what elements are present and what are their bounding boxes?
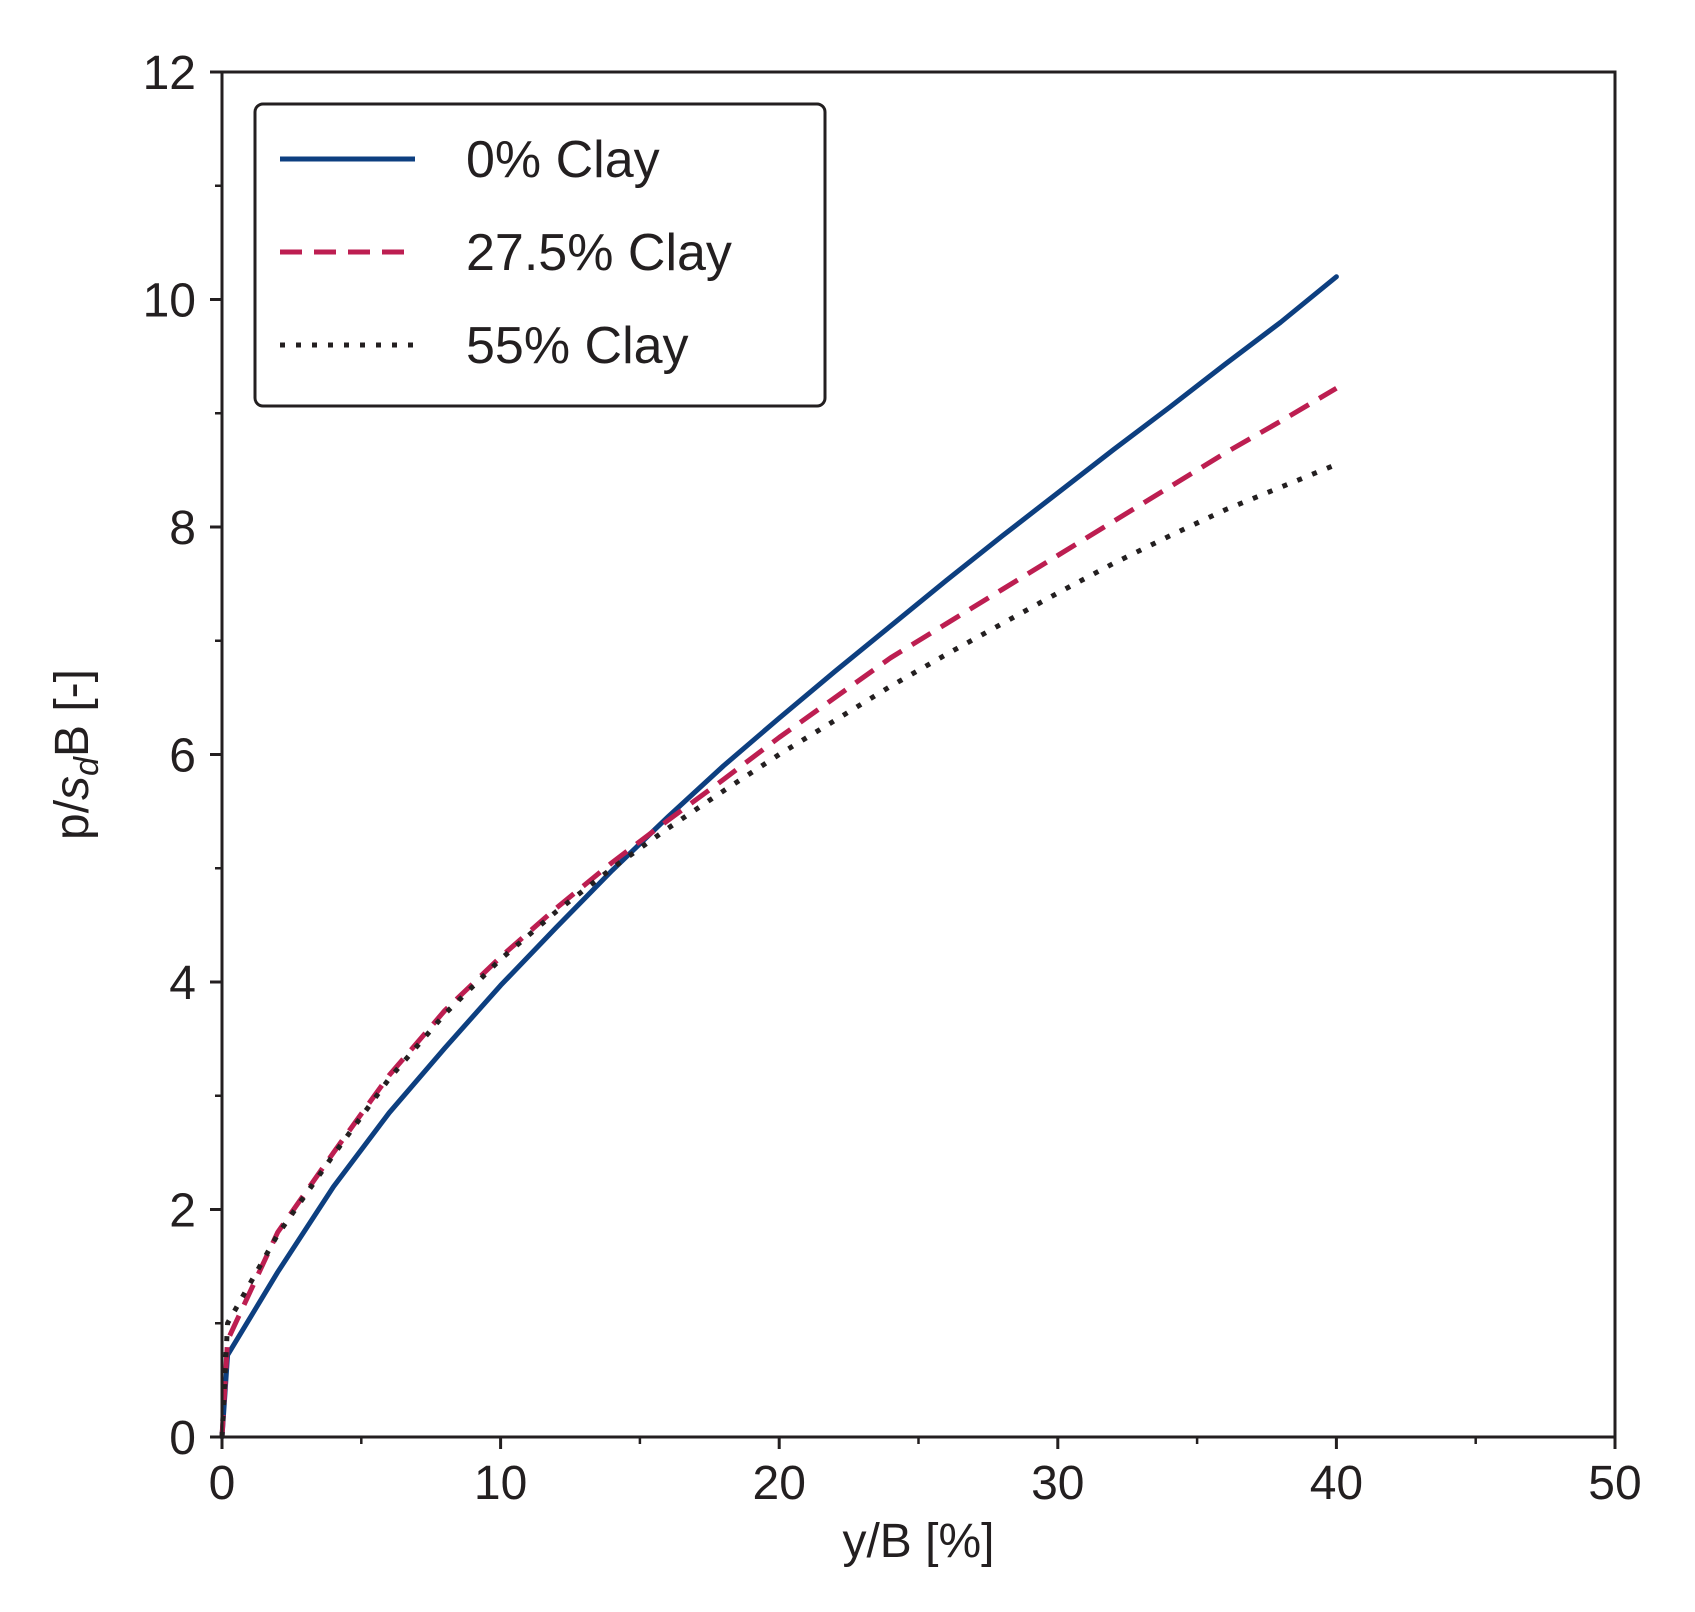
x-tick-label: 0 xyxy=(209,1457,236,1510)
axes-layer: 0 10 20 30 40 50 0 2 4 6 8 10 12 xyxy=(143,47,1642,1510)
x-axis-label: y/B [%] xyxy=(842,1515,994,1568)
series-line-3 xyxy=(219,462,1338,1438)
y-tick-label: 0 xyxy=(169,1412,196,1465)
y-tick-label: 10 xyxy=(143,275,196,328)
legend-label-2: 27.5% Clay xyxy=(466,224,732,282)
series-layer xyxy=(219,274,1339,1440)
x-tick-label: 10 xyxy=(474,1457,527,1510)
x-tick-label: 20 xyxy=(753,1457,806,1510)
x-tick-label: 30 xyxy=(1031,1457,1084,1510)
legend-box xyxy=(253,102,827,408)
series-line-1 xyxy=(219,274,1339,1440)
y-tick-label: 4 xyxy=(169,957,196,1010)
legend: 0% Clay 27.5% Clay 55% Clay xyxy=(253,102,827,408)
y-axis-label-suffix: B [-] xyxy=(46,669,99,757)
legend-label-1: 0% Clay xyxy=(466,131,660,189)
y-axis-label-prefix: p/ xyxy=(46,799,99,840)
y-axis-label: p/sdB [-] xyxy=(46,669,106,840)
y-tick-label: 6 xyxy=(169,730,196,783)
y-tick-label: 8 xyxy=(169,502,196,555)
y-axis-label-italic: s xyxy=(46,776,99,800)
y-tick-label: 12 xyxy=(143,47,196,100)
y-axis-label-subscript: d xyxy=(68,756,106,776)
x-tick-label: 40 xyxy=(1310,1457,1363,1510)
x-tick-label: 50 xyxy=(1588,1457,1641,1510)
series-line-2 xyxy=(219,386,1338,1438)
legend-label-3: 55% Clay xyxy=(466,317,689,375)
y-tick-label: 2 xyxy=(169,1185,196,1238)
